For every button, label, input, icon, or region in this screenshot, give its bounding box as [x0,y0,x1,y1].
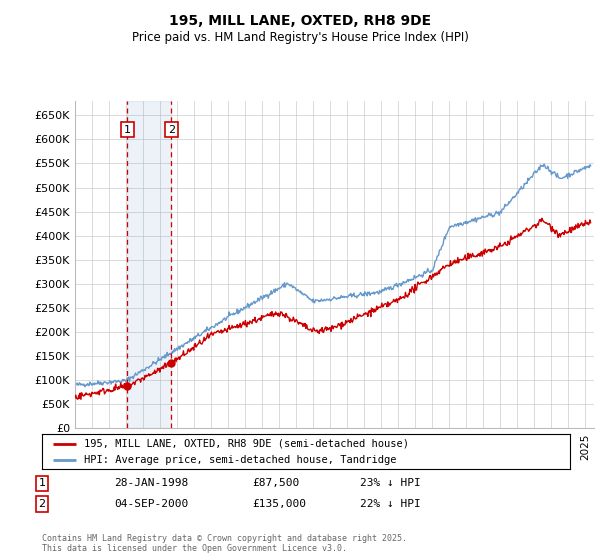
Text: 28-JAN-1998: 28-JAN-1998 [114,478,188,488]
Text: 195, MILL LANE, OXTED, RH8 9DE: 195, MILL LANE, OXTED, RH8 9DE [169,14,431,28]
Text: 195, MILL LANE, OXTED, RH8 9DE (semi-detached house): 195, MILL LANE, OXTED, RH8 9DE (semi-det… [84,438,409,449]
Text: £87,500: £87,500 [252,478,299,488]
Text: 1: 1 [124,125,131,135]
Text: 2: 2 [38,499,46,509]
Bar [127,101,172,428]
Text: 1: 1 [38,478,46,488]
Text: 2: 2 [168,125,175,135]
Text: HPI: Average price, semi-detached house, Tandridge: HPI: Average price, semi-detached house,… [84,455,397,465]
Text: Contains HM Land Registry data © Crown copyright and database right 2025.
This d: Contains HM Land Registry data © Crown c… [42,534,407,553]
Text: 04-SEP-2000: 04-SEP-2000 [114,499,188,509]
Text: £135,000: £135,000 [252,499,306,509]
Text: 23% ↓ HPI: 23% ↓ HPI [360,478,421,488]
Text: 22% ↓ HPI: 22% ↓ HPI [360,499,421,509]
Text: Price paid vs. HM Land Registry's House Price Index (HPI): Price paid vs. HM Land Registry's House … [131,31,469,44]
